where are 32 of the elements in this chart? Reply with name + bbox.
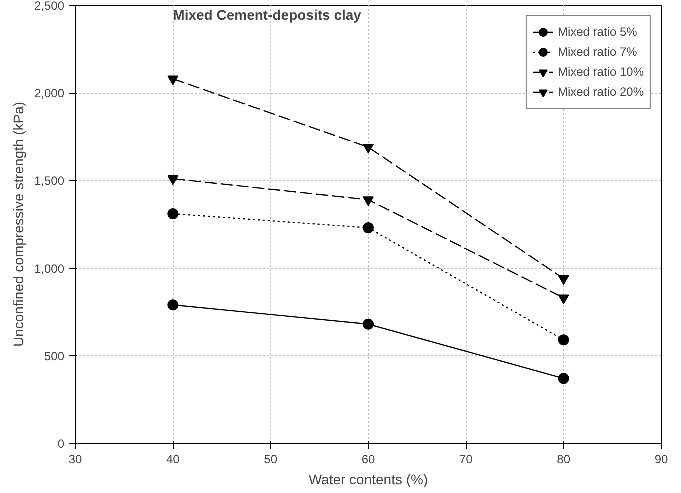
point [363, 222, 374, 234]
y-tick-label: 1,000 [34, 262, 65, 276]
point [168, 76, 179, 86]
point [363, 196, 374, 206]
x-tick-label: 90 [654, 452, 668, 466]
x-tick-label: 50 [264, 452, 278, 466]
point [168, 208, 179, 220]
chart-title: Mixed Cement-deposits clay [173, 7, 362, 24]
point [558, 275, 570, 286]
x-axis-title: Water contents (%) [308, 472, 428, 488]
y-tick-label: 2,500 [34, 0, 65, 13]
y-tick-label: 0 [58, 437, 65, 451]
x-tick-label: 40 [166, 452, 180, 466]
legend-label: Mixed ratio 7% [558, 45, 638, 59]
x-tick-label: 70 [459, 452, 474, 466]
y-tick-label: 1,500 [34, 174, 65, 188]
x-tick-label: 60 [362, 452, 376, 466]
legend-label: Mixed ratio 20% [558, 85, 644, 99]
x-tick-label: 80 [557, 452, 571, 466]
legend-label: Mixed ratio 5% [558, 25, 638, 39]
point [558, 294, 570, 304]
y-tick-label: 500 [44, 349, 65, 364]
point [168, 176, 179, 186]
point [168, 300, 179, 311]
y-axis-title: Unconfined compressive strength (kPa) [10, 102, 26, 348]
x-tick-label: 30 [68, 452, 82, 466]
point [558, 334, 570, 346]
y-tick-label: 2,000 [34, 86, 65, 101]
point [363, 144, 374, 154]
point [363, 318, 374, 330]
point [558, 373, 570, 384]
legend-label: Mixed ratio 10% [558, 65, 644, 79]
